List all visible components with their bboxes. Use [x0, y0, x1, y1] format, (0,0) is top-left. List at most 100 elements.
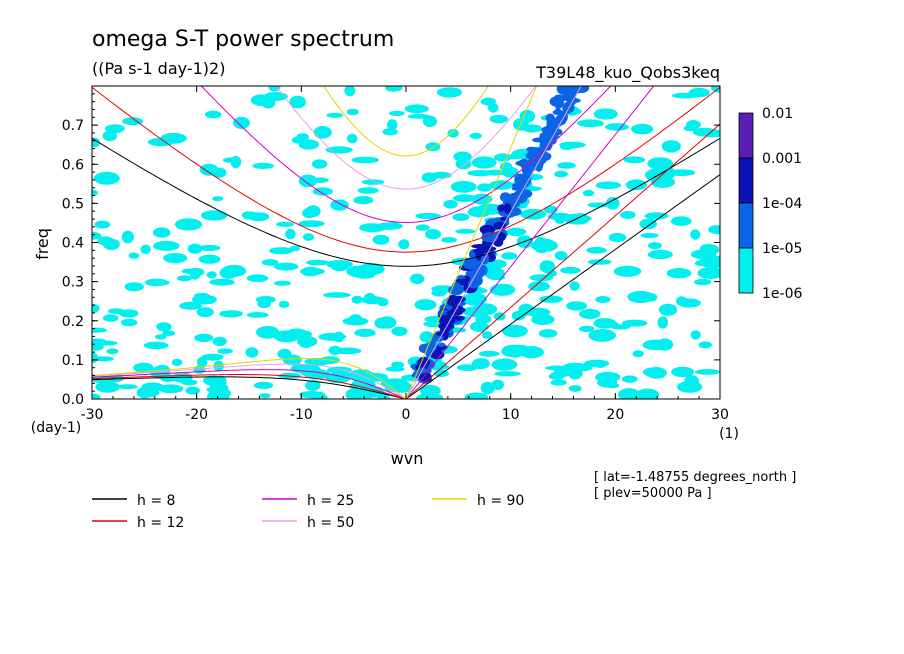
y-tick-label: 0.2: [62, 314, 84, 330]
y-tick-label: 0.1: [62, 353, 84, 369]
spectral-patch: [503, 344, 529, 351]
spectral-patch: [359, 223, 386, 233]
spectral-patch: [608, 232, 627, 243]
spectral-patch: [623, 156, 646, 164]
spectral-patch: [479, 224, 496, 235]
spectral-patch: [253, 381, 274, 389]
spectral-patch: [97, 236, 114, 246]
spectral-patch: [418, 356, 430, 369]
spectral-patch: [122, 117, 144, 126]
spectral-patch: [363, 292, 376, 305]
legend-label: h = 50: [307, 515, 354, 531]
spectral-patch: [163, 253, 188, 264]
spectral-patch: [528, 281, 550, 292]
spectral-patch: [273, 330, 300, 343]
spectral-patch: [212, 196, 224, 202]
spectral-patch: [525, 151, 543, 161]
spectral-patch: [698, 341, 712, 349]
info-lat: [ lat=-1.48755 degrees_north ]: [594, 470, 796, 485]
spectral-patch: [323, 292, 351, 298]
spectral-patch: [312, 358, 324, 367]
spectral-patch: [93, 356, 114, 362]
spectral-patch: [121, 230, 134, 244]
spectral-patch: [690, 330, 701, 340]
spectral-patch: [297, 336, 315, 348]
spectral-patch: [430, 171, 452, 179]
spectral-patch: [140, 244, 151, 255]
spectral-patch: [501, 252, 518, 260]
spectral-patch: [415, 212, 441, 220]
spectral-patch: [497, 204, 505, 212]
spectral-patch: [289, 95, 307, 109]
spectral-patch: [385, 366, 405, 372]
spectral-patch: [470, 321, 489, 332]
spectral-patch: [582, 189, 595, 197]
x-tick-label: -10: [290, 407, 313, 423]
spectral-patch: [92, 304, 100, 313]
spectral-patch: [152, 227, 171, 238]
spectral-patch: [569, 281, 580, 291]
spectral-patch: [377, 297, 389, 307]
rossby-curve: [92, 358, 407, 399]
spectral-patch: [462, 257, 480, 270]
kelvin-curve: [405, 86, 655, 399]
spectral-patch: [269, 247, 294, 255]
spectral-patch: [256, 325, 280, 339]
spectral-patch: [372, 234, 390, 245]
spectral-patch: [153, 240, 180, 251]
y-tick-label: 0.6: [62, 157, 84, 173]
spectral-patch: [593, 361, 607, 368]
spectral-patch: [480, 97, 496, 106]
spectral-patch: [382, 128, 398, 136]
spectral-patch: [187, 243, 203, 254]
legend-label: h = 90: [477, 493, 524, 509]
spectral-patch: [278, 300, 290, 308]
spectral-patch: [92, 393, 101, 399]
x-tick-label: 30: [711, 407, 729, 423]
spectral-patch: [219, 389, 232, 398]
spectral-patch: [407, 113, 431, 119]
inertia-gravity-curve: [275, 86, 537, 190]
spectral-patch: [667, 169, 696, 176]
spectral-patch: [311, 177, 329, 183]
spectral-patch: [92, 231, 102, 240]
spectral-patch: [469, 274, 483, 287]
spectral-patch: [711, 86, 720, 93]
spectral-patch: [357, 187, 379, 194]
spectral-patch: [261, 259, 279, 266]
spectral-patch: [694, 260, 709, 267]
spectral-patch: [450, 284, 464, 295]
spectral-patch: [431, 289, 447, 297]
spectral-patch: [120, 318, 138, 327]
spectral-patch: [196, 356, 208, 369]
legend-label: h = 25: [307, 493, 354, 509]
spectral-patch: [579, 325, 595, 333]
spectral-patch: [429, 339, 436, 346]
kelvin-curve: [405, 86, 538, 399]
spectral-patch: [475, 314, 492, 324]
x-axis-label: wvn: [391, 449, 424, 468]
spectral-patch: [318, 332, 347, 341]
spectral-patch: [437, 342, 446, 347]
colorbar-swatch: [738, 112, 754, 159]
spectral-patch: [255, 296, 276, 304]
spectral-patch: [198, 244, 221, 252]
spectral-patch: [351, 156, 379, 164]
spectral-patch: [385, 86, 403, 92]
spectral-patch: [450, 180, 477, 193]
x-tick-label: -30: [81, 407, 104, 423]
y-tick-label: 0.7: [62, 118, 84, 134]
spectral-patch: [436, 87, 463, 98]
x-tick-label: -20: [185, 407, 208, 423]
spectral-patch: [94, 220, 111, 229]
spectral-patch: [404, 104, 429, 114]
spectral-patch: [467, 206, 492, 218]
legend-label: h = 12: [137, 515, 184, 531]
spectral-patch: [250, 94, 271, 106]
spectral-patch: [422, 115, 437, 128]
spectral-patch: [558, 86, 572, 93]
spectral-patch: [312, 187, 333, 196]
spectral-patch: [275, 221, 295, 227]
spectral-patch: [587, 259, 612, 265]
spectral-patch: [156, 322, 172, 332]
